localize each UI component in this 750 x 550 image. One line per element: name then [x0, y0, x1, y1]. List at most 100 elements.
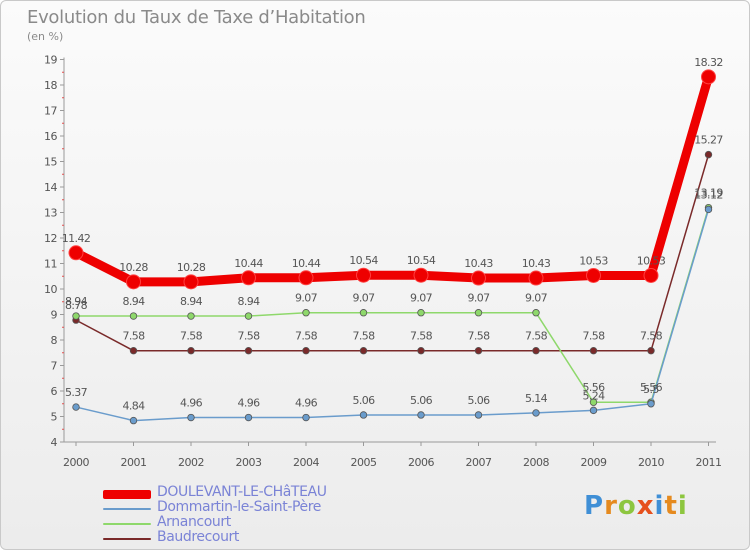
data-point [244, 413, 253, 422]
data-label: 15.27 [694, 134, 723, 147]
data-label: 9.07 [295, 292, 318, 305]
data-point [704, 205, 713, 214]
data-label: 10.43 [464, 257, 493, 270]
data-point [417, 411, 425, 419]
data-label: 5.06 [410, 394, 433, 407]
y-tick-label: 12 [44, 232, 57, 245]
data-label: 8.94 [122, 295, 145, 308]
data-label: 11.42 [62, 232, 91, 245]
legend-swatch [103, 523, 151, 525]
legend-swatch [103, 508, 151, 510]
data-label: 10.54 [349, 254, 378, 267]
data-label: 7.58 [525, 330, 548, 343]
data-point [72, 403, 80, 411]
data-point [589, 398, 598, 406]
data-label: 4.96 [237, 397, 260, 410]
legend-label: Baudrecourt [157, 529, 239, 545]
data-point [302, 347, 310, 355]
data-label: 7.58 [180, 330, 203, 343]
y-tick-label: 17 [44, 105, 57, 118]
y-tick-label: 11 [44, 258, 57, 271]
data-label: 10.54 [407, 254, 436, 267]
x-tick-label: 2001 [121, 456, 147, 469]
data-point [704, 150, 713, 159]
series-line-2 [75, 206, 710, 403]
y-tick-label: 9 [51, 309, 58, 322]
y-tick-label: 13 [44, 207, 57, 220]
series-line-1 [75, 208, 710, 422]
data-label: 13.19 [694, 187, 723, 200]
data-label: 5.06 [352, 394, 375, 407]
data-point [244, 312, 253, 320]
x-tick-label: 2007 [466, 456, 492, 469]
data-point [129, 347, 138, 355]
data-label: 7.58 [122, 330, 145, 343]
series-line-3 [75, 153, 710, 352]
data-point [187, 413, 195, 422]
logo-letter: i [677, 491, 688, 521]
data-point [586, 267, 601, 283]
logo-letter: i [654, 491, 665, 521]
data-point [187, 312, 195, 320]
data-label: 10.44 [292, 257, 321, 270]
data-label: 7.58 [467, 330, 490, 343]
data-point [532, 347, 540, 355]
data-point [241, 270, 256, 286]
legend-swatch [103, 490, 151, 499]
data-label: 9.07 [410, 292, 433, 305]
data-label: 10.53 [579, 254, 608, 267]
data-label: 4.96 [180, 397, 203, 410]
data-label: 8.94 [237, 295, 260, 308]
data-label: 5.37 [65, 386, 88, 399]
data-point [356, 267, 371, 283]
data-label: 10.44 [234, 257, 263, 270]
data-label: 5.56 [582, 381, 605, 394]
proxiti-logo: Proxiti [584, 491, 688, 521]
data-point [532, 309, 540, 317]
logo-letter: P [584, 491, 605, 521]
data-label: 4.84 [122, 400, 145, 413]
data-label: 13.12 [694, 188, 723, 201]
x-tick-label: 2003 [236, 456, 262, 469]
logo-letter: o [617, 491, 637, 521]
data-point [417, 309, 425, 317]
y-tick-label: 7 [51, 360, 58, 373]
data-point [129, 312, 138, 320]
data-point [589, 347, 598, 355]
y-tick-label: 5 [51, 411, 58, 424]
x-tick-label: 2004 [293, 456, 319, 469]
data-label: 5.14 [525, 392, 548, 405]
data-label: 8.94 [180, 295, 203, 308]
legend-swatch [103, 538, 151, 540]
y-tick-label: 4 [51, 436, 58, 449]
data-point [647, 400, 655, 408]
data-point [647, 347, 655, 355]
data-point [359, 309, 368, 317]
data-label: 9.07 [467, 292, 490, 305]
data-label: 5.5 [643, 383, 659, 396]
x-tick-label: 2005 [351, 456, 377, 469]
data-point [532, 409, 540, 417]
data-label: 5.24 [582, 389, 605, 402]
y-tick-label: 18 [44, 79, 57, 92]
data-point [302, 309, 310, 317]
y-tick-label: 8 [51, 334, 58, 347]
data-label: 7.58 [410, 330, 433, 343]
data-label: 7.58 [237, 330, 260, 343]
legend-label: Arnancourt [157, 514, 231, 530]
x-tick-label: 2006 [408, 456, 434, 469]
chart-title: Evolution du Taux de Taxe d’Habitation [27, 7, 366, 28]
legend-label: DOULEVANT-LE-CHâTEAU [157, 484, 327, 500]
data-point [474, 309, 483, 317]
legend-label: Dommartin-le-Saint-Père [157, 499, 322, 515]
data-label: 5.56 [640, 381, 663, 394]
data-point [474, 411, 483, 419]
x-tick-label: 2011 [696, 456, 722, 469]
data-label: 9.07 [525, 292, 548, 305]
data-label: 8.78 [65, 299, 88, 312]
data-label: 10.28 [177, 261, 206, 274]
data-label: 10.53 [637, 254, 666, 267]
series-line-0 [71, 72, 713, 287]
x-tick-label: 2000 [63, 456, 89, 469]
